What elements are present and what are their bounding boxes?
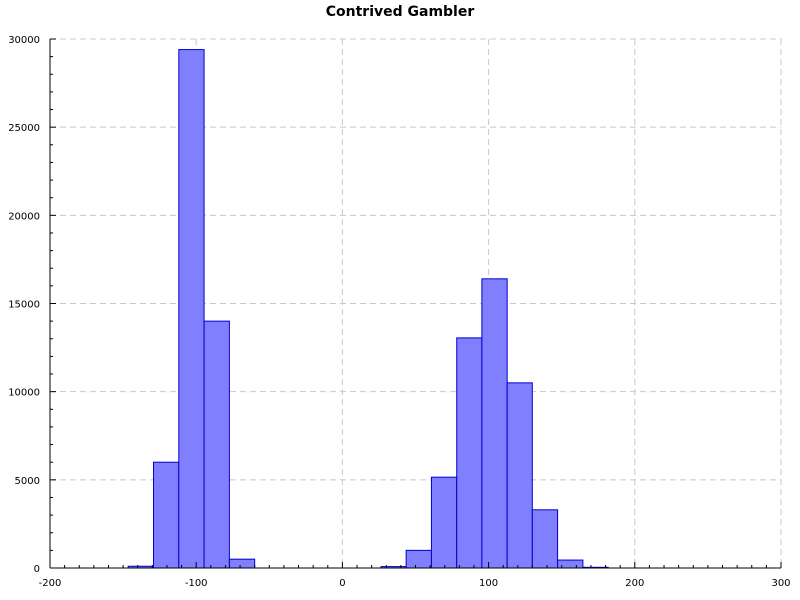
y-tick-label: 5000 xyxy=(15,476,40,487)
x-tick-label: -100 xyxy=(185,578,208,589)
histogram-bar xyxy=(456,337,483,569)
histogram-bar xyxy=(153,461,180,569)
chart-title: Contrived Gambler xyxy=(325,4,475,20)
y-tick-label: 0 xyxy=(34,564,40,575)
x-tick-label: 100 xyxy=(479,578,498,589)
histogram-bar xyxy=(228,558,256,569)
x-tick-label: 0 xyxy=(339,578,345,589)
histogram-bar xyxy=(506,382,533,569)
y-tick-label: 15000 xyxy=(8,300,40,311)
histogram-bar xyxy=(481,278,508,569)
x-tick-label: -200 xyxy=(39,578,62,589)
x-tick-label: 200 xyxy=(625,578,644,589)
histogram-bar xyxy=(430,476,458,569)
y-tick-label: 30000 xyxy=(8,35,40,46)
histogram-bar xyxy=(178,49,205,569)
y-tick-label: 20000 xyxy=(8,211,40,222)
y-tick-label: 10000 xyxy=(8,388,40,399)
y-tick-label: 25000 xyxy=(8,123,40,134)
x-tick-label: 300 xyxy=(771,578,790,589)
histogram-bar xyxy=(531,509,559,569)
histogram-bar xyxy=(405,549,432,569)
histogram-bar xyxy=(203,320,230,569)
